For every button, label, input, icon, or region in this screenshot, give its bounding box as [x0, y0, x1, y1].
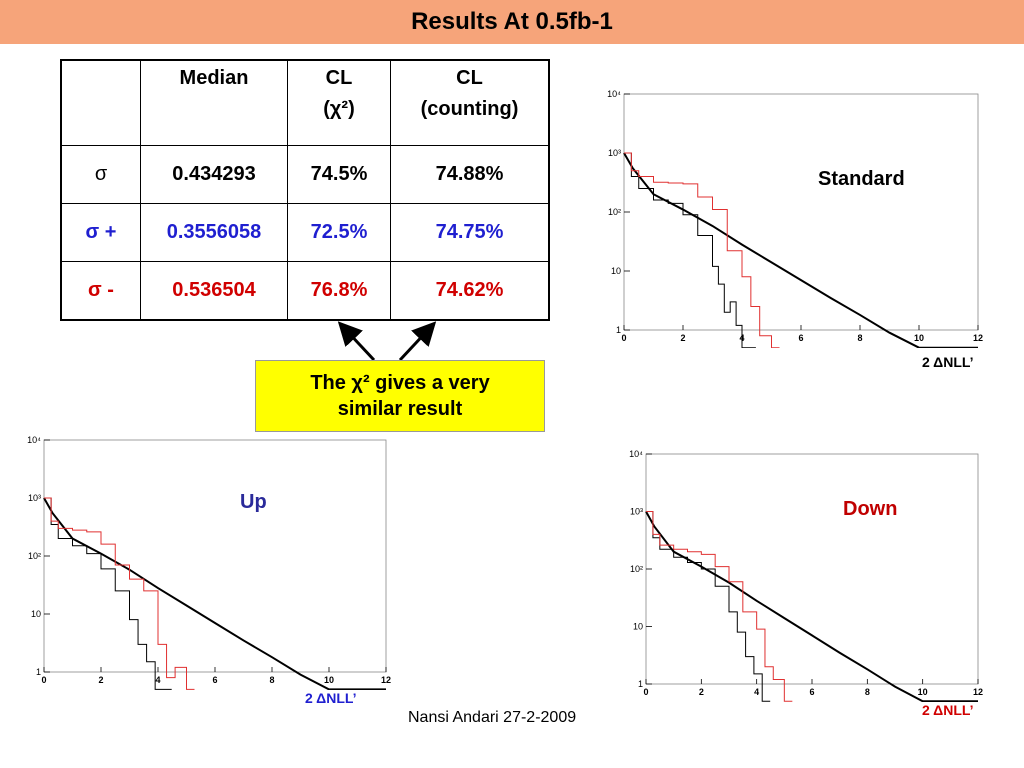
- standard-series-1: [624, 152, 756, 348]
- table-header-cl-counting: CL (counting): [390, 59, 550, 146]
- standard-y-tick-label: 10²: [608, 207, 621, 217]
- table-header-row: Median CL (χ²) CL (counting): [60, 59, 550, 146]
- plot-down-label: Down: [843, 498, 898, 520]
- callout-box: The χ² gives a very similar result: [255, 360, 545, 432]
- down-frame: [645, 453, 979, 685]
- cl-counting-cell: 74.62%: [390, 261, 550, 321]
- cl-counting-cell: 74.75%: [390, 203, 550, 262]
- median-cell: 0.536504: [140, 261, 288, 321]
- up-x-tick-label: 10: [324, 675, 334, 685]
- row-label: σ +: [60, 203, 141, 262]
- standard-x-tick-label: 2: [680, 333, 685, 343]
- up-x-tick-label: 12: [381, 675, 391, 685]
- cl-chi2-cell: 72.5%: [287, 203, 391, 262]
- standard-x-tick-label: 0: [621, 333, 626, 343]
- standard-x-tick-label: 12: [973, 333, 983, 343]
- cl-chi2-cell: 74.5%: [287, 145, 391, 204]
- callout-arrows: [337, 321, 437, 362]
- plot-up-xlabel: 2 ΔNLL’: [305, 690, 357, 706]
- table-header-cl-chi2: CL (χ²): [287, 59, 391, 146]
- table-row: σ - 0.536504 76.8% 74.62%: [60, 261, 550, 321]
- standard-frame: [623, 93, 979, 331]
- plot-down: 0 2 4 6 8 10 12 1 10 10² 10³ 10⁴: [618, 446, 988, 702]
- up-y-tick-label: 10: [31, 609, 41, 619]
- up-x-tick-label: 2: [98, 675, 103, 685]
- up-series-2: [44, 497, 195, 690]
- table-row: σ 0.434293 74.5% 74.88%: [60, 145, 550, 204]
- standard-y-tick-label: 10: [611, 266, 621, 276]
- standard-x-tick-label: 6: [798, 333, 803, 343]
- plot-standard-label: Standard: [818, 168, 905, 190]
- down-x-tick-label: 2: [699, 687, 704, 697]
- down-x-tick-label: 4: [754, 687, 759, 697]
- plot-down-xlabel: 2 ΔNLL’: [922, 702, 974, 718]
- down-series-1: [646, 511, 771, 702]
- page-title: Results At 0.5fb-1: [411, 8, 613, 35]
- plot-standard: 0 2 4 6 8 10 12 1 10 10² 10³ 10⁴: [596, 86, 988, 348]
- median-cell: 0.434293: [140, 145, 288, 204]
- down-chart-svg: 0 2 4 6 8 10 12 1 10 10² 10³ 10⁴: [629, 449, 983, 702]
- standard-y-tick-label: 1: [616, 325, 621, 335]
- table-row: σ + 0.3556058 72.5% 74.75%: [60, 203, 550, 262]
- table-header-median: Median: [140, 59, 288, 146]
- title-bar: Results At 0.5fb-1: [0, 0, 1024, 44]
- cl-chi2-cell: 76.8%: [287, 261, 391, 321]
- standard-y-tick-label: 10⁴: [607, 89, 621, 99]
- table-header-empty: [60, 59, 141, 146]
- arrow-left: [337, 321, 376, 362]
- callout-line2: similar result: [337, 398, 463, 420]
- down-x-tick-label: 0: [643, 687, 648, 697]
- down-y-tick-label: 1: [638, 679, 643, 689]
- down-y-tick-label: 10: [633, 622, 643, 632]
- up-x-tick-label: 8: [269, 675, 274, 685]
- down-y-tick-label: 10⁴: [629, 449, 643, 459]
- plot-up-label: Up: [240, 491, 267, 513]
- standard-x-tick-label: 8: [857, 333, 862, 343]
- up-series-1: [44, 497, 172, 690]
- up-chart-svg: 0 2 4 6 8 10 12 1 10 10² 10³ 10⁴: [27, 435, 391, 690]
- up-x-tick-label: 4: [155, 675, 160, 685]
- down-y-tick-label: 10³: [630, 507, 643, 517]
- up-y-tick-label: 10³: [28, 493, 41, 503]
- down-y-tick-label: 10²: [630, 564, 643, 574]
- median-cell: 0.3556058: [140, 203, 288, 262]
- down-series-2: [646, 511, 793, 702]
- up-x-tick-label: 0: [41, 675, 46, 685]
- standard-y-tick-label: 10³: [608, 148, 621, 158]
- callout-line1: The χ² gives a very: [310, 372, 490, 394]
- down-x-tick-label: 10: [918, 687, 928, 697]
- up-y-tick-label: 1: [36, 667, 41, 677]
- up-y-tick-label: 10⁴: [27, 435, 41, 445]
- row-label: σ -: [60, 261, 141, 321]
- row-label: σ: [60, 145, 141, 204]
- down-x-tick-label: 8: [865, 687, 870, 697]
- arrow-right: [398, 321, 437, 362]
- results-table: Median CL (χ²) CL (counting) σ 0.434293 …: [60, 59, 550, 321]
- up-x-tick-label: 6: [212, 675, 217, 685]
- down-x-tick-label: 12: [973, 687, 983, 697]
- plot-up: 0 2 4 6 8 10 12 1 10 10² 10³ 10⁴: [16, 432, 396, 690]
- up-frame: [43, 439, 387, 673]
- up-y-tick-label: 10²: [28, 551, 41, 561]
- standard-series-2: [624, 152, 780, 348]
- cl-counting-cell: 74.88%: [390, 145, 550, 204]
- plot-standard-xlabel: 2 ΔNLL’: [922, 354, 974, 370]
- standard-x-tick-label: 10: [914, 333, 924, 343]
- footer-author-date: Nansi Andari 27-2-2009: [408, 709, 577, 726]
- down-x-tick-label: 6: [809, 687, 814, 697]
